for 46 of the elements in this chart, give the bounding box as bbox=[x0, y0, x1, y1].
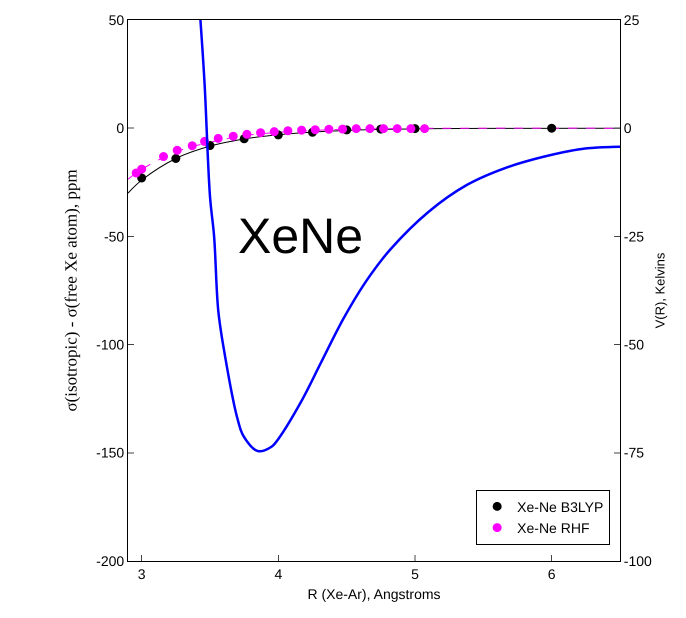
y-tick-label: 50 bbox=[108, 12, 124, 28]
point bbox=[310, 125, 320, 134]
y2-tick-label: 0 bbox=[624, 120, 632, 136]
x-tick-label: 4 bbox=[274, 566, 282, 582]
y-tick-label: 0 bbox=[116, 120, 124, 136]
point bbox=[137, 164, 146, 174]
point bbox=[283, 126, 292, 136]
point bbox=[242, 130, 252, 139]
point bbox=[270, 127, 279, 136]
point bbox=[547, 124, 556, 133]
legend-label: Xe-Ne B3LYP bbox=[517, 498, 604, 515]
point bbox=[392, 124, 402, 134]
point bbox=[256, 128, 266, 138]
y2-tick-label: -75 bbox=[624, 444, 644, 461]
y-tick-label: -100 bbox=[96, 336, 124, 352]
point bbox=[137, 173, 146, 182]
point bbox=[352, 124, 361, 134]
point bbox=[324, 124, 334, 134]
point bbox=[171, 154, 180, 163]
point bbox=[379, 124, 388, 134]
x-tick-label: 5 bbox=[411, 566, 420, 582]
y2-axis-title: V(R), Kelvins bbox=[652, 252, 668, 328]
legend-label: Xe-Ne RHF bbox=[517, 520, 590, 536]
annotation: XeNe bbox=[238, 208, 364, 264]
x-tick-label: 6 bbox=[548, 566, 556, 582]
y-tick-label: -50 bbox=[104, 228, 124, 244]
y-axis-title: σ(isotropic) - σ(free Xe atom), ppm bbox=[62, 169, 81, 412]
point bbox=[338, 124, 348, 134]
point bbox=[406, 124, 416, 134]
y-tick-label: -200 bbox=[96, 552, 124, 569]
point bbox=[228, 132, 238, 141]
point bbox=[365, 124, 374, 134]
y-tick-label: -150 bbox=[96, 444, 124, 461]
point bbox=[214, 134, 223, 143]
point bbox=[159, 152, 168, 162]
point bbox=[420, 124, 430, 134]
x-axis-title: R (Xe-Ar), Angstroms bbox=[307, 586, 441, 602]
point bbox=[297, 126, 306, 135]
y2-tick-label: 25 bbox=[624, 12, 640, 28]
y2-tick-label: -50 bbox=[624, 336, 644, 352]
point bbox=[188, 141, 197, 150]
y2-tick-label: -100 bbox=[624, 552, 652, 569]
y2-tick-label: -25 bbox=[624, 228, 644, 244]
x-tick-label: 3 bbox=[138, 566, 146, 582]
point bbox=[172, 146, 182, 155]
line-series bbox=[199, 20, 620, 452]
